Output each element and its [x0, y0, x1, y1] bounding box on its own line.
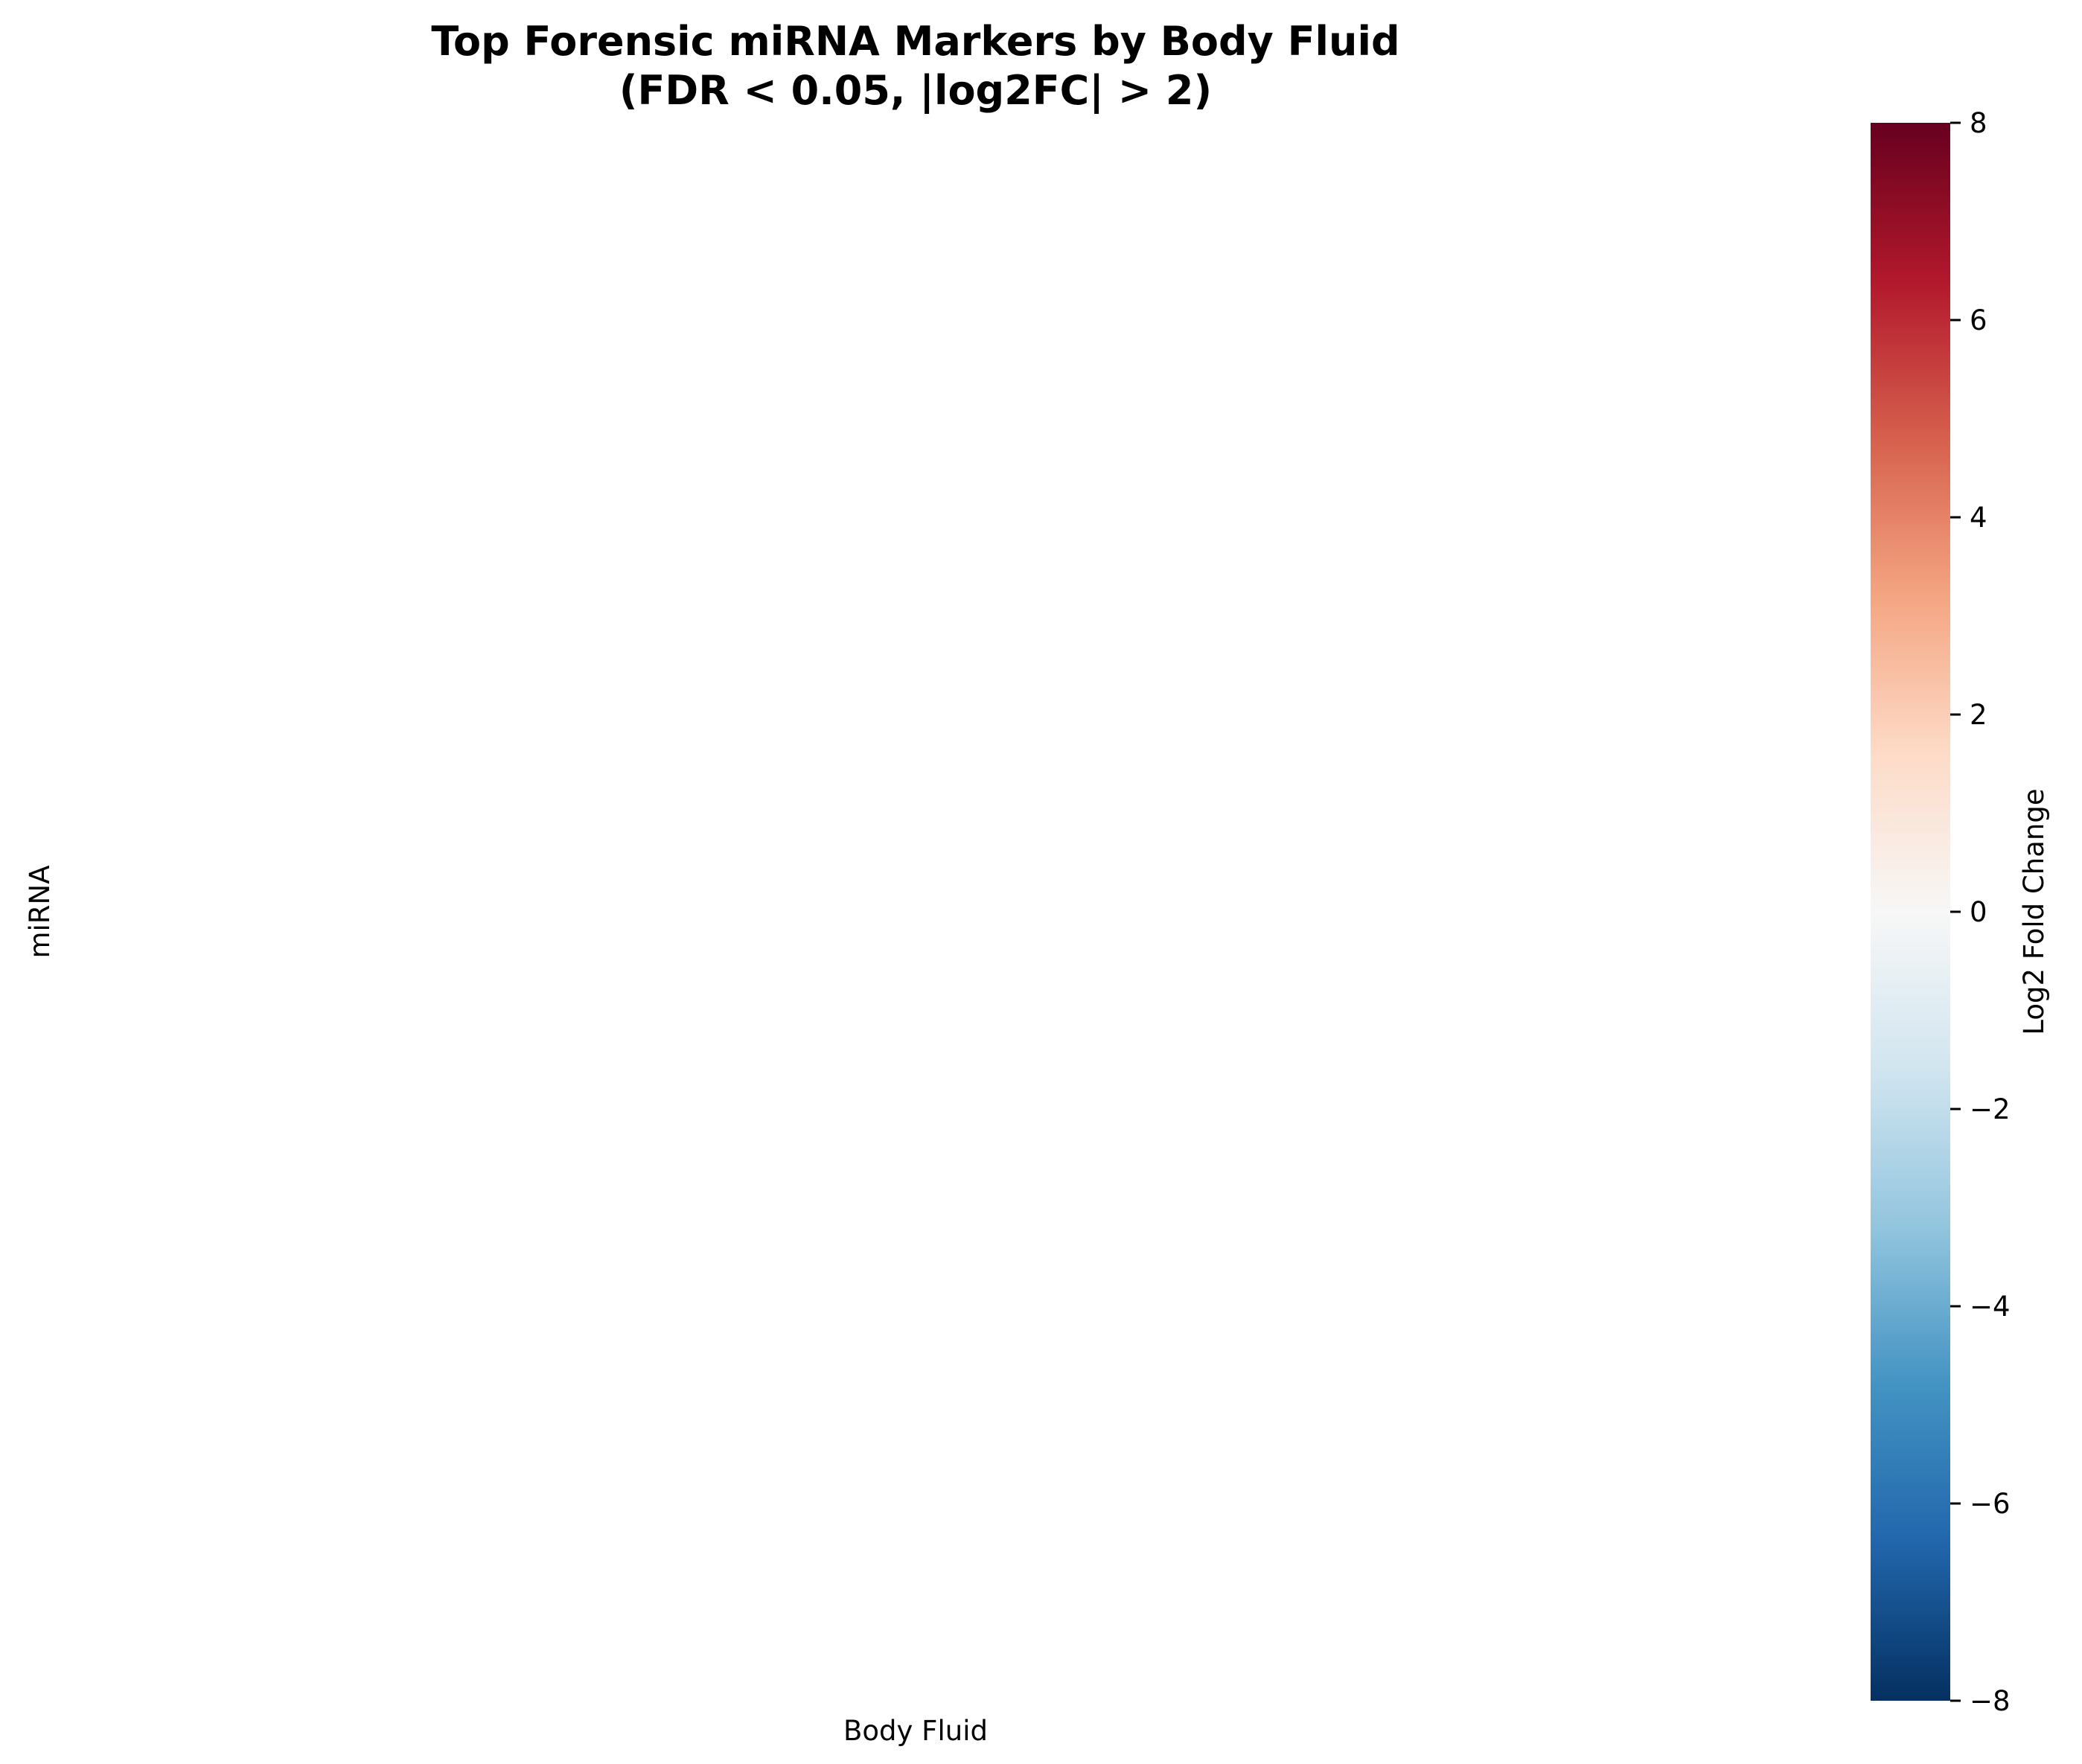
chart-title-line-1: Top Forensic miRNA Markers by Body Fluid: [431, 18, 1399, 65]
colorbar-tick-label: 8: [1970, 107, 1987, 139]
colorbar-tick-label: 0: [1970, 896, 1987, 928]
colorbar-tick-label: 2: [1970, 699, 1987, 731]
colorbar-tick-label: −8: [1970, 1685, 2011, 1717]
colorbar: [1871, 123, 1950, 1701]
colorbar-ticks: 8 6 4 2 0 −2 −4 −6 −8: [1950, 107, 2011, 1717]
x-axis-label: Body Fluid: [843, 1715, 988, 1747]
colorbar-tick-label: −6: [1970, 1488, 2011, 1520]
colorbar-tick-label: −2: [1970, 1093, 2011, 1125]
chart-title-line-2: (FDR < 0.05, |log2FC| > 2): [619, 67, 1212, 114]
colorbar-tick-label: 4: [1970, 502, 1987, 534]
colorbar-tick-label: 6: [1970, 304, 1987, 336]
colorbar-tick-label: −4: [1970, 1291, 2011, 1323]
colorbar-label: Log2 Fold Change: [2018, 788, 2050, 1035]
y-axis-label: miRNA: [24, 865, 56, 958]
